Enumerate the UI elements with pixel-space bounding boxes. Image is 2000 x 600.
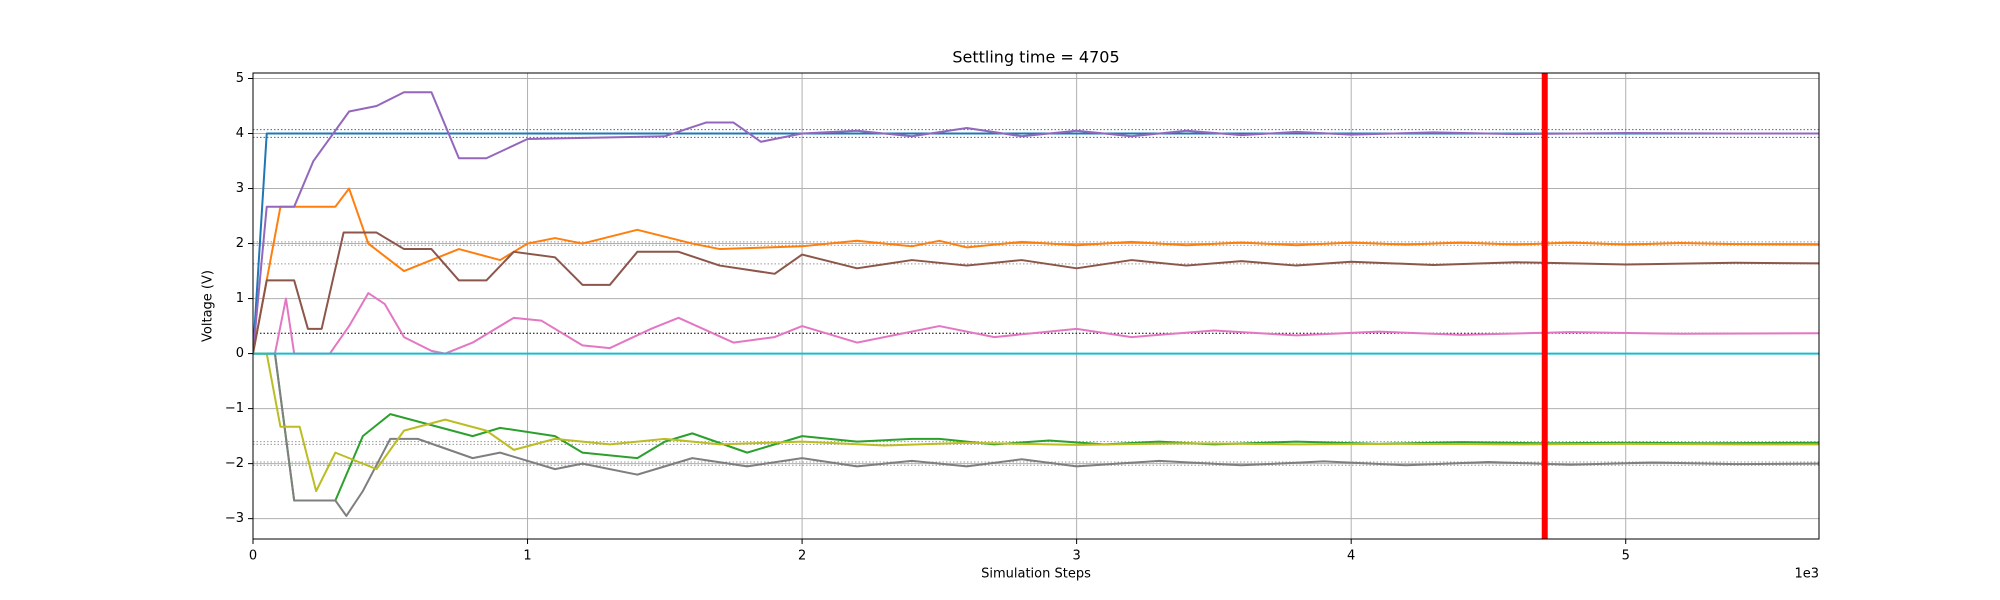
series-line xyxy=(253,91,1819,354)
y-tick-label: 3 xyxy=(236,181,244,196)
x-tick-label: 4 xyxy=(1347,549,1355,564)
y-tick-label: 1 xyxy=(236,291,244,306)
axes-frame xyxy=(252,72,1820,540)
y-tick-label: 2 xyxy=(236,236,244,251)
x-offset-label: 1e3 xyxy=(1794,567,1819,582)
y-tick-label: 0 xyxy=(236,346,244,361)
series-line xyxy=(253,187,1819,354)
x-tick-label: 2 xyxy=(798,549,806,564)
series-line xyxy=(253,132,1819,354)
x-tick-label: 0 xyxy=(249,549,257,564)
y-tick-label: 5 xyxy=(236,71,244,86)
y-tick-label: −1 xyxy=(225,401,244,416)
series-line xyxy=(253,352,1819,517)
y-tick-label: −2 xyxy=(225,456,244,471)
x-tick-label: 3 xyxy=(1072,549,1080,564)
y-axis-label: Voltage (V) xyxy=(201,270,216,342)
x-tick-label: 5 xyxy=(1622,549,1630,564)
series-line xyxy=(253,352,1819,493)
series-line xyxy=(253,231,1819,354)
series-line xyxy=(253,352,1819,502)
y-tick-label: −3 xyxy=(225,511,244,526)
x-tick-label: 1 xyxy=(523,549,531,564)
x-axis-label: Simulation Steps xyxy=(981,567,1091,582)
plot-area xyxy=(253,73,1819,539)
y-tick-label: 4 xyxy=(236,126,244,141)
chart-title: Settling time = 4705 xyxy=(952,48,1119,67)
series-line xyxy=(273,292,1819,355)
